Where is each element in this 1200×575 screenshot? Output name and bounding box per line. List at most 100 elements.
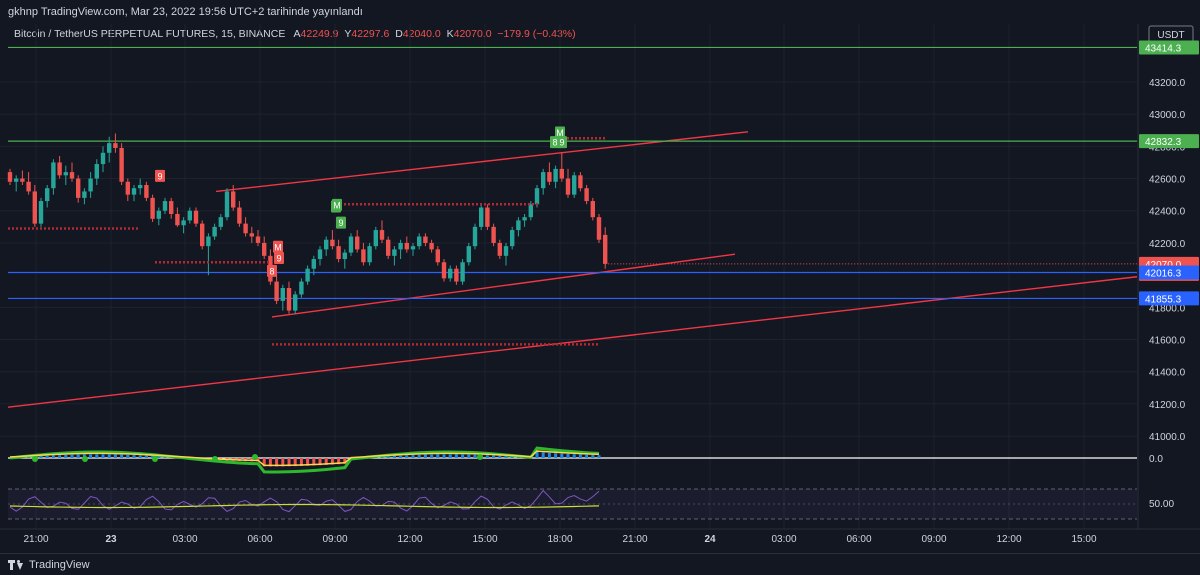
- candle-body: [565, 178, 571, 195]
- candle-body: [280, 288, 285, 301]
- macd-line: [9, 446, 600, 474]
- macd-hist-bar: [430, 454, 434, 458]
- macd-hist-bar: [144, 455, 148, 458]
- candle-body: [249, 233, 254, 237]
- candle-body: [317, 249, 323, 260]
- time-tick-label: 06:00: [247, 534, 272, 545]
- macd-hist-bar: [299, 458, 303, 466]
- time-tick-label: 03:00: [172, 534, 197, 545]
- candle-body: [367, 246, 372, 263]
- td-label: M: [333, 200, 341, 210]
- macd-hist-bar: [287, 458, 291, 467]
- macd-hist-bar: [89, 454, 93, 458]
- price-label-bg: [1139, 40, 1199, 55]
- macd-hist-bar: [132, 455, 136, 458]
- macd-cross-dot: [477, 454, 483, 460]
- time-tick-label: 21:00: [622, 534, 647, 545]
- macd-hist-bar: [107, 454, 111, 458]
- price-label: 42070.0: [1145, 260, 1182, 271]
- candle-body: [603, 234, 608, 264]
- macd-hist-bar: [337, 458, 341, 465]
- candle-body: [237, 207, 242, 224]
- chart-area[interactable]: 9M89M98M89 0.0 50.00 USDT 43200.0 43000.0 4…: [0, 24, 1200, 553]
- time-axis[interactable]: 21:00 23 03:00 06:00 09:00 12:00 15:00 18:00 21:…: [0, 528, 1200, 545]
- macd-hist-bar: [566, 453, 570, 458]
- candle-body: [479, 207, 484, 227]
- price-label: 42016.3: [1145, 269, 1182, 280]
- macd-hist-bar: [535, 452, 539, 458]
- macd-hist-bar: [101, 454, 105, 458]
- symbol-name[interactable]: Bitcoin / TetherUS PERPETUAL FUTURES, 15…: [14, 28, 286, 40]
- trend-line: [271, 253, 736, 318]
- price-label: 43414.3: [1145, 43, 1182, 54]
- candle-body: [448, 268, 453, 279]
- candle-body: [51, 162, 56, 189]
- candle-body: [175, 213, 180, 226]
- macd-hist-bar: [343, 458, 347, 464]
- candle-body: [218, 217, 223, 227]
- tradingview-logo-text: TradingView: [29, 559, 90, 571]
- candle-body: [45, 188, 50, 202]
- candle-body: [286, 288, 292, 311]
- macd-hist-bar: [45, 455, 49, 458]
- price-axis[interactable]: USDT43200.043000.042800.042600.042400.04…: [1137, 24, 1199, 529]
- time-tick-label: 18:00: [547, 534, 572, 545]
- macd-hist-bar: [411, 455, 415, 458]
- horizontal-levels[interactable]: [8, 46, 1137, 300]
- macd-hist-bar: [442, 454, 446, 458]
- td-badge: [155, 169, 165, 182]
- td-label: 9: [157, 171, 162, 181]
- candle-body: [528, 204, 533, 218]
- tradingview-logo-icon: [8, 560, 24, 570]
- macd-hist-bar: [572, 454, 576, 458]
- macd-hist-bar: [64, 454, 68, 458]
- candle-body: [466, 246, 471, 263]
- candle-body: [541, 172, 546, 189]
- macd-hist-bar: [405, 455, 409, 458]
- macd-hist-bar: [268, 458, 272, 467]
- tradingview-logo[interactable]: TradingView: [8, 557, 90, 573]
- candle-body: [82, 191, 87, 198]
- macd-hist-bar: [423, 454, 427, 458]
- candle-body: [355, 236, 360, 250]
- rsi-ma-line: [9, 503, 600, 509]
- macd-hist-bar: [504, 456, 508, 458]
- candle-body: [193, 210, 199, 224]
- candle-body: [311, 259, 316, 269]
- rsi-line: [9, 489, 600, 513]
- macd-hist-bar: [293, 458, 297, 467]
- price-label: 42832.3: [1145, 137, 1182, 148]
- candle-body: [584, 188, 589, 202]
- ohlc-low-value: 42040.0: [402, 28, 441, 40]
- candle-body: [342, 252, 347, 260]
- macd-hist-bar: [380, 456, 384, 458]
- macd-cross-dot: [252, 454, 258, 460]
- td-label: M: [274, 242, 282, 252]
- ohlc-low-label: D: [395, 28, 403, 40]
- td-badge: [267, 264, 277, 277]
- candle-body: [559, 168, 564, 179]
- price-tick-label: 41400.0: [1149, 368, 1186, 379]
- td-badge: [273, 240, 283, 253]
- macd-hist-bar: [498, 455, 502, 458]
- macd-hist-bar: [324, 458, 328, 465]
- candle-body: [100, 152, 106, 165]
- candle-body: [76, 178, 81, 198]
- time-tick-label: 03:00: [771, 534, 796, 545]
- candle-body: [497, 242, 502, 256]
- candle-body: [57, 162, 62, 176]
- macd-hist-bar: [330, 458, 334, 465]
- price-label-bg: [1139, 291, 1199, 306]
- macd-hist-bar: [113, 454, 117, 458]
- candle-body: [7, 172, 13, 182]
- td-label: 8: [552, 138, 557, 148]
- candle-body: [20, 178, 25, 182]
- candle-body: [200, 223, 205, 247]
- candle-body: [510, 230, 515, 247]
- time-tick-label: 06:00: [846, 534, 871, 545]
- trend-lines[interactable]: [7, 131, 1138, 408]
- time-tick-label: 12:00: [996, 534, 1021, 545]
- candle-body: [299, 281, 304, 295]
- candle-body: [472, 226, 478, 247]
- candle-body: [578, 175, 583, 189]
